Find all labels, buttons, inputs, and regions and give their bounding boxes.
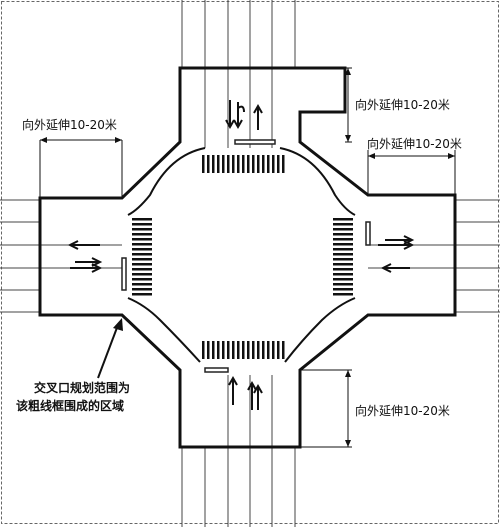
crosswalk-stripe-right	[333, 283, 353, 286]
curb-arcs	[127, 147, 356, 363]
crosswalk-stripe-left	[132, 233, 152, 236]
crosswalk-stripe-bottom	[257, 341, 260, 359]
crosswalk-stripe-bottom	[262, 341, 265, 359]
road-lines-left	[0, 199, 122, 313]
crosswalk-stripe-left	[132, 218, 152, 221]
crosswalk-stripe-left	[132, 253, 152, 256]
crosswalk-stripe-bottom	[272, 341, 275, 359]
crosswalks	[132, 155, 353, 359]
median-strips	[121, 139, 371, 373]
dimension-lines	[39, 67, 456, 448]
crosswalk-stripe-top	[282, 155, 285, 173]
crosswalk-stripe-right	[333, 218, 353, 221]
crosswalk-stripe-left	[132, 243, 152, 246]
crosswalk-stripe-right	[333, 263, 353, 266]
crosswalk-stripe-top	[257, 155, 260, 173]
crosswalk-stripe-right	[333, 273, 353, 276]
crosswalk-stripe-bottom	[242, 341, 245, 359]
crosswalk-stripe-bottom	[207, 341, 210, 359]
crosswalk-stripe-bottom	[237, 341, 240, 359]
crosswalk-stripe-top	[227, 155, 230, 173]
planning-note-line2: 该粗线框围成的区域	[16, 399, 125, 413]
crosswalk-stripe-left	[132, 273, 152, 276]
crosswalk-stripe-bottom	[217, 341, 220, 359]
extension-label-right: 向外延伸10-20米	[367, 137, 462, 151]
crosswalk-stripe-right	[333, 228, 353, 231]
crosswalk-stripe-right	[333, 293, 353, 296]
crosswalk-stripe-top	[242, 155, 245, 173]
crosswalk-stripe-right	[333, 268, 353, 271]
crosswalk-stripe-right	[333, 253, 353, 256]
crosswalk-stripe-left	[132, 268, 152, 271]
crosswalk-stripe-left	[132, 228, 152, 231]
crosswalk-stripe-left	[132, 283, 152, 286]
crosswalk-stripe-bottom	[227, 341, 230, 359]
crosswalk-stripe-bottom	[232, 341, 235, 359]
crosswalk-stripe-left	[132, 238, 152, 241]
crosswalk-stripe-right	[333, 223, 353, 226]
crosswalk-stripe-bottom	[247, 341, 250, 359]
crosswalk-stripe-right	[333, 248, 353, 251]
crosswalk-stripe-bottom	[202, 341, 205, 359]
crosswalk-stripe-top	[272, 155, 275, 173]
extension-label-top-left: 向外延伸10-20米	[22, 118, 117, 132]
crosswalk-stripe-bottom	[222, 341, 225, 359]
crosswalk-stripe-right	[333, 243, 353, 246]
crosswalk-stripe-top	[202, 155, 205, 173]
planning-note-line1: 交叉口规划范围为	[34, 381, 131, 395]
crosswalk-stripe-top	[237, 155, 240, 173]
crosswalk-stripe-left	[132, 263, 152, 266]
crosswalk-stripe-left	[132, 293, 152, 296]
extension-label-top-right: 向外延伸10-20米	[355, 98, 450, 112]
crosswalk-stripe-left	[132, 248, 152, 251]
crosswalk-stripe-right	[333, 258, 353, 261]
crosswalk-stripe-right	[333, 278, 353, 281]
extension-label-bottom-right: 向外延伸10-20米	[355, 404, 450, 418]
crosswalk-stripe-top	[212, 155, 215, 173]
note-pointer-arrow	[97, 318, 123, 379]
crosswalk-stripe-bottom	[267, 341, 270, 359]
crosswalk-stripe-top	[207, 155, 210, 173]
dimension-arrowheads	[40, 68, 455, 447]
road-lines-bottom	[181, 375, 296, 527]
crosswalk-stripe-top	[252, 155, 255, 173]
crosswalk-stripe-top	[277, 155, 280, 173]
crosswalk-stripe-top	[217, 155, 220, 173]
crosswalk-stripe-left	[132, 223, 152, 226]
crosswalk-stripe-left	[132, 258, 152, 261]
crosswalk-stripe-bottom	[212, 341, 215, 359]
crosswalk-stripe-top	[247, 155, 250, 173]
crosswalk-stripe-right	[333, 233, 353, 236]
road-lines-top	[181, 0, 296, 148]
crosswalk-stripe-bottom	[277, 341, 280, 359]
crosswalk-stripe-bottom	[252, 341, 255, 359]
crosswalk-stripe-right	[333, 288, 353, 291]
crosswalk-stripe-left	[132, 288, 152, 291]
crosswalk-stripe-top	[262, 155, 265, 173]
crosswalk-stripe-left	[132, 278, 152, 281]
road-lines-right	[368, 199, 500, 313]
crosswalk-stripe-right	[333, 238, 353, 241]
lane-arrows	[67, 100, 415, 410]
crosswalk-stripe-top	[267, 155, 270, 173]
crosswalk-stripe-top	[222, 155, 225, 173]
crosswalk-stripe-top	[232, 155, 235, 173]
crosswalk-stripe-bottom	[282, 341, 285, 359]
